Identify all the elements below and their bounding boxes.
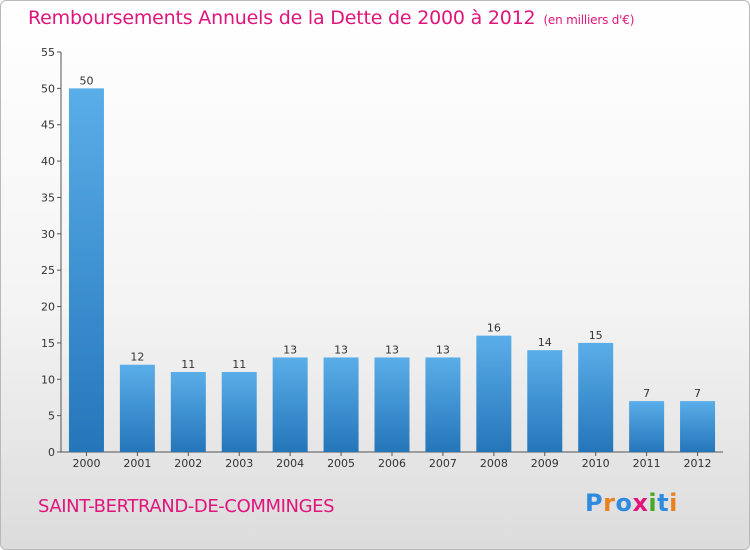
x-tick-label: 2009 <box>531 457 559 470</box>
bar-value-label: 13 <box>283 343 297 356</box>
logo-letter: r <box>603 489 616 517</box>
bar-value-label: 15 <box>589 329 603 342</box>
y-tick-label: 50 <box>41 82 55 95</box>
x-tick-label: 2006 <box>378 457 406 470</box>
y-tick-label: 45 <box>41 119 55 132</box>
y-tick-label: 25 <box>41 264 55 277</box>
logo-letter: i <box>648 489 658 517</box>
y-tick-label: 10 <box>41 373 55 386</box>
proxiti-logo: Proxiti <box>585 489 678 517</box>
bar <box>170 372 206 452</box>
bar-value-label: 7 <box>694 387 701 400</box>
x-tick-label: 2011 <box>633 457 661 470</box>
y-tick-label: 40 <box>41 155 55 168</box>
x-tick-label: 2007 <box>429 457 457 470</box>
logo-letter: o <box>615 489 633 517</box>
x-tick-label: 2002 <box>174 457 202 470</box>
bar-value-label: 13 <box>436 343 450 356</box>
bar <box>272 357 308 452</box>
bar-value-label: 13 <box>385 343 399 356</box>
chart-title-text: Remboursements Annuels de la Dette de 20… <box>28 7 536 29</box>
x-tick-label: 2010 <box>582 457 610 470</box>
y-tick-label: 5 <box>48 410 55 423</box>
bar <box>221 372 257 452</box>
bar <box>629 401 665 452</box>
bar-value-label: 11 <box>181 358 195 371</box>
bar <box>527 350 563 452</box>
bar <box>476 335 512 452</box>
bar <box>425 357 461 452</box>
y-tick-label: 0 <box>48 446 55 459</box>
bar-value-label: 11 <box>232 358 246 371</box>
bar-value-label: 12 <box>130 351 144 364</box>
y-tick-label: 55 <box>41 46 55 59</box>
logo-letter: t <box>657 489 670 517</box>
logo-letter: i <box>669 489 678 517</box>
chart-title: Remboursements Annuels de la Dette de 20… <box>28 7 634 29</box>
bar <box>680 401 716 452</box>
bar-value-label: 7 <box>643 387 650 400</box>
x-tick-label: 2005 <box>327 457 355 470</box>
bar-value-label: 16 <box>487 322 501 335</box>
x-tick-label: 2008 <box>480 457 508 470</box>
x-tick-label: 2003 <box>225 457 253 470</box>
y-tick-label: 30 <box>41 228 55 241</box>
x-tick-label: 2004 <box>276 457 304 470</box>
city-name: SAINT-BERTRAND-DE-COMMINGES <box>38 496 335 517</box>
bars: 50 12 11 11 13 13 13 13 16 14 15 7 7 <box>68 74 716 452</box>
bar-value-label: 14 <box>538 336 552 349</box>
bar-value-label: 13 <box>334 343 348 356</box>
bar <box>578 342 614 452</box>
y-tick-label: 20 <box>41 301 55 314</box>
x-tick-label: 2000 <box>72 457 100 470</box>
x-tick-label: 2001 <box>123 457 151 470</box>
bar-value-label: 50 <box>79 74 93 87</box>
y-tick-label: 35 <box>41 191 55 204</box>
x-tick-label: 2012 <box>684 457 712 470</box>
bar <box>323 357 359 452</box>
logo-letter: x <box>632 489 649 517</box>
logo-letter: P <box>585 489 604 517</box>
bar <box>119 364 155 452</box>
y-tick-label: 15 <box>41 337 55 350</box>
chart-subtitle: (en milliers d'€) <box>543 13 635 27</box>
bar <box>374 357 410 452</box>
bar <box>68 88 104 452</box>
